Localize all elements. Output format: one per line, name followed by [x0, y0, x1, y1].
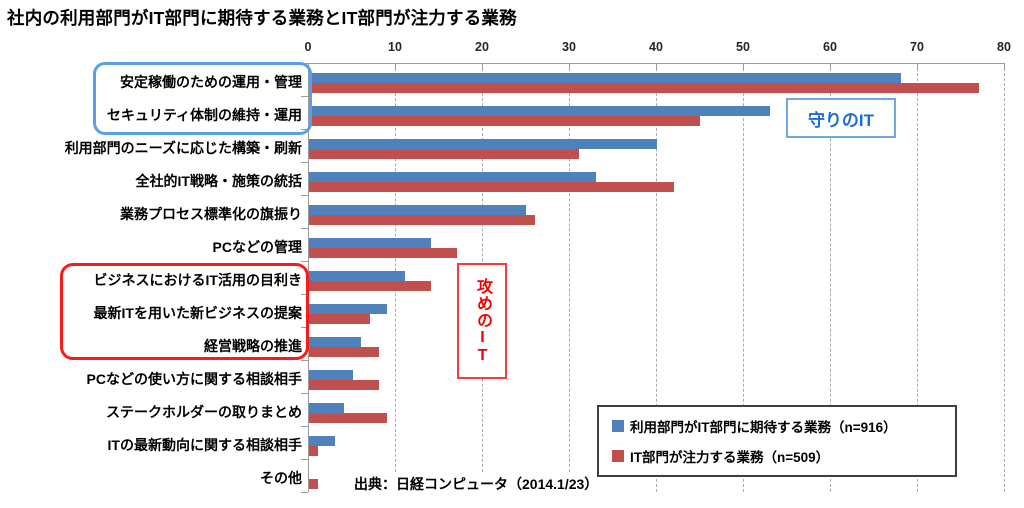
category-label: その他	[260, 470, 302, 486]
category-label: ITの最新動向に関する相談相手	[107, 437, 302, 453]
source-note: 出典：日経コンピュータ（2014.1/23）	[352, 474, 601, 494]
x-axis-tick-label: 70	[910, 40, 924, 54]
category-label: 最新ITを用いた新ビジネスの提案	[93, 305, 302, 321]
gridline-x50	[743, 63, 744, 492]
bar-expected	[309, 139, 657, 149]
defense-annotation: 守りのIT	[786, 98, 896, 138]
y-axis-tick	[301, 459, 308, 460]
bar-expected	[309, 403, 344, 413]
y-axis-tick	[301, 195, 308, 196]
bar-focus	[309, 314, 370, 324]
bar-focus	[309, 248, 457, 258]
legend-item-expected: 利用部門がIT部門に期待する業務（n=916）	[612, 416, 955, 436]
x-axis-tick	[1004, 63, 1005, 70]
bar-expected	[309, 337, 361, 347]
x-axis-tick	[308, 63, 309, 70]
x-axis-tick-label: 20	[475, 40, 489, 54]
bar-focus	[309, 380, 379, 390]
legend-swatch-blue-icon	[612, 420, 624, 433]
x-axis-tick-label: 80	[997, 40, 1011, 54]
offense-annotation: 攻めのIT	[457, 263, 507, 379]
category-label: 経営戦略の推進	[204, 338, 302, 354]
bar-expected	[309, 304, 387, 314]
y-axis-tick	[301, 162, 308, 163]
y-axis-tick	[301, 327, 308, 328]
x-axis-tick	[830, 63, 831, 70]
bar-expected	[309, 205, 526, 215]
gridline-x40	[656, 63, 657, 492]
y-axis-tick	[301, 261, 308, 262]
bar-focus	[309, 413, 387, 423]
gridline-x60	[830, 63, 831, 492]
category-label: PCなどの使い方に関する相談相手	[86, 371, 302, 387]
x-axis-tick-label: 0	[304, 40, 312, 54]
legend-swatch-red-icon	[612, 449, 624, 462]
y-axis-tick	[301, 492, 308, 493]
x-axis-tick	[656, 63, 657, 70]
bar-focus	[309, 479, 318, 489]
category-label: PCなどの管理	[212, 239, 302, 255]
y-axis-tick	[301, 129, 308, 130]
bar-expected	[309, 106, 770, 116]
bar-focus	[309, 281, 431, 291]
category-label: 安定稼働のための運用・管理	[120, 74, 302, 90]
gridline-x30	[569, 63, 570, 492]
gridline-x80	[1004, 63, 1005, 492]
x-axis-tick-label: 10	[388, 40, 402, 54]
category-label: ビジネスにおけるIT活用の目利き	[93, 272, 302, 288]
legend-label-focus: IT部門が注力する業務（n=509）	[630, 449, 830, 465]
bar-focus	[309, 149, 579, 159]
y-axis-tick	[301, 393, 308, 394]
x-axis-tick	[482, 63, 483, 70]
y-axis-tick	[301, 426, 308, 427]
bar-focus	[309, 182, 674, 192]
x-axis-tick-label: 50	[736, 40, 750, 54]
legend-label-expected: 利用部門がIT部門に期待する業務（n=916）	[630, 420, 897, 436]
bar-expected	[309, 370, 353, 380]
bar-expected	[309, 271, 405, 281]
chart-title: 社内の利用部門がIT部門に期待する業務とIT部門が注力する業務	[7, 8, 517, 28]
y-axis-tick	[301, 96, 308, 97]
legend: 利用部門がIT部門に期待する業務（n=916） IT部門が注力する業務（n=50…	[597, 405, 957, 477]
bar-focus	[309, 446, 318, 456]
x-axis-tick	[917, 63, 918, 70]
category-label: 全社的IT戦略・施策の統括	[135, 173, 302, 189]
y-axis-tick	[301, 228, 308, 229]
category-label: セキュリティ体制の維持・運用	[106, 107, 302, 123]
category-label: 利用部門のニーズに応じた構築・刷新	[64, 140, 302, 156]
bar-focus	[309, 116, 700, 126]
category-label: 業務プロセス標準化の旗振り	[120, 206, 302, 222]
legend-item-focus: IT部門が注力する業務（n=509）	[612, 446, 955, 466]
y-axis-tick	[301, 294, 308, 295]
bar-expected	[309, 238, 431, 248]
x-axis-tick	[569, 63, 570, 70]
gridline-x70	[917, 63, 918, 492]
x-axis-tick	[395, 63, 396, 70]
bar-focus	[309, 83, 979, 93]
y-axis-tick	[301, 360, 308, 361]
bar-expected	[309, 436, 335, 446]
x-axis-tick-label: 30	[562, 40, 576, 54]
category-label: ステークホルダーの取りまとめ	[106, 404, 302, 420]
x-axis-tick	[743, 63, 744, 70]
y-axis-tick	[301, 63, 308, 64]
x-axis-tick-label: 40	[649, 40, 663, 54]
bar-expected	[309, 172, 596, 182]
bar-focus	[309, 347, 379, 357]
bar-focus	[309, 215, 535, 225]
x-axis-tick-label: 60	[823, 40, 837, 54]
bar-expected	[309, 73, 901, 83]
